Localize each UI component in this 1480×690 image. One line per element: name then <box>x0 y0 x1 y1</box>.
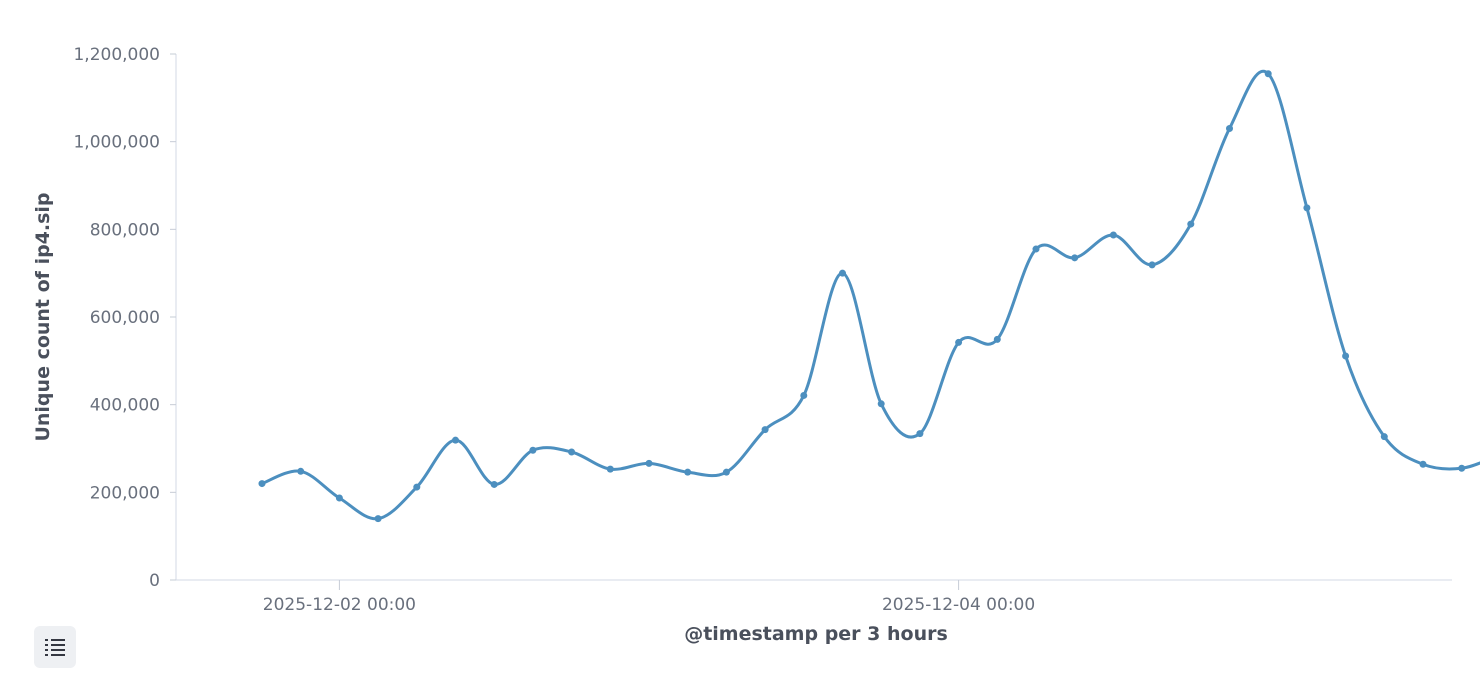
x-axis-title: @timestamp per 3 hours <box>684 623 948 645</box>
data-point[interactable] <box>568 448 576 456</box>
data-point[interactable] <box>1187 220 1195 228</box>
data-point[interactable] <box>452 436 459 444</box>
series-line <box>261 69 1480 521</box>
data-point[interactable] <box>413 483 421 491</box>
y-tick-label: 200,000 <box>90 483 160 503</box>
data-point[interactable] <box>993 335 1001 343</box>
data-point[interactable] <box>1226 125 1233 133</box>
data-point[interactable] <box>490 480 498 488</box>
series-layer <box>258 69 1480 523</box>
y-tick-label: 0 <box>149 571 160 591</box>
x-tick-label: 2025-12-02 00:00 <box>263 595 416 615</box>
data-point[interactable] <box>1458 464 1466 472</box>
data-point[interactable] <box>1342 352 1350 360</box>
data-point[interactable] <box>297 467 305 475</box>
y-tick-label: 400,000 <box>90 396 160 416</box>
y-axis: 0 200,000 400,000 600,000 800,000 1,000,000 1,… <box>73 45 177 591</box>
data-point[interactable] <box>374 515 382 523</box>
data-point[interactable] <box>800 391 808 399</box>
data-point[interactable] <box>529 446 537 454</box>
x-tick-label: 2025-12-04 00:00 <box>882 595 1035 615</box>
y-tick-label: 600,000 <box>90 308 160 328</box>
data-point[interactable] <box>1071 254 1079 262</box>
data-point[interactable] <box>1148 261 1156 269</box>
data-point[interactable] <box>684 468 692 476</box>
legend-toggle-button[interactable] <box>34 626 76 668</box>
list-icon <box>45 639 65 656</box>
y-tick-label: 1,200,000 <box>73 45 160 65</box>
data-point[interactable] <box>606 465 614 473</box>
data-point[interactable] <box>877 400 885 408</box>
data-point[interactable] <box>839 269 846 277</box>
data-point[interactable] <box>955 338 963 346</box>
data-point[interactable] <box>761 426 769 434</box>
data-point[interactable] <box>1303 204 1311 212</box>
data-point[interactable] <box>258 480 266 488</box>
data-point[interactable] <box>1109 231 1117 239</box>
data-point[interactable] <box>645 459 653 467</box>
data-point[interactable] <box>722 468 730 476</box>
data-point[interactable] <box>916 430 924 438</box>
data-point[interactable] <box>1032 245 1040 253</box>
data-point[interactable] <box>335 494 343 502</box>
y-axis-title: Unique count of ip4.sip <box>32 192 54 441</box>
data-point[interactable] <box>1419 460 1427 468</box>
data-point[interactable] <box>1264 70 1272 78</box>
y-tick-label: 1,000,000 <box>73 133 160 153</box>
y-tick-label: 800,000 <box>90 220 160 240</box>
data-point[interactable] <box>1380 433 1388 441</box>
